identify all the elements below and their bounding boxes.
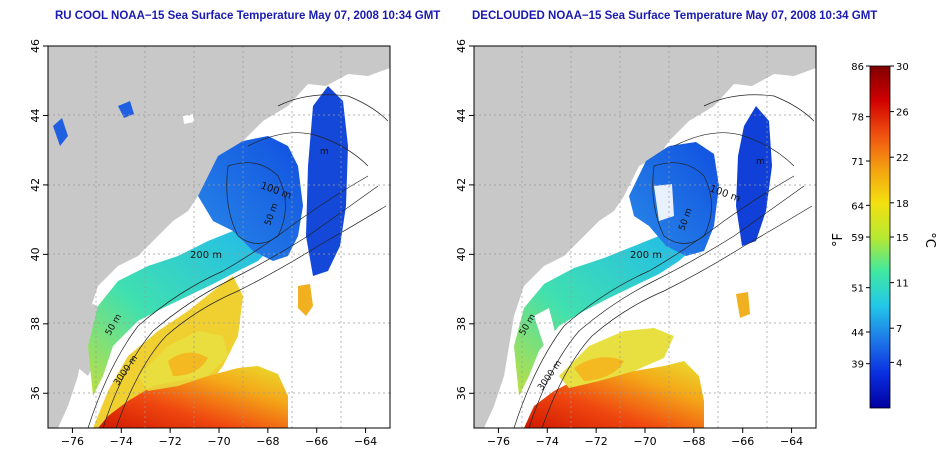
colorbar-celsius-tick-label: 18 bbox=[896, 199, 909, 210]
colorbar-celsius-label: °C bbox=[922, 232, 937, 248]
left-lat-tick-label: 42 bbox=[29, 178, 42, 192]
contour-label-m-right: m bbox=[756, 157, 765, 167]
left-lat-tick-label: 46 bbox=[29, 39, 42, 53]
colorbar-fahrenheit-tick-label: 59 bbox=[851, 233, 864, 244]
colorbar-celsius-tick-label: 4 bbox=[896, 358, 902, 369]
left-lon-tick-label: −76 bbox=[61, 435, 84, 448]
colorbar-celsius-tick-label: 26 bbox=[896, 108, 909, 119]
left-lon-tick-label: −66 bbox=[305, 435, 328, 448]
colorbar-celsius-tick-label: 15 bbox=[896, 233, 909, 244]
colorbar-fahrenheit-tick-label: 71 bbox=[851, 157, 864, 168]
colorbar-celsius-tick-label: 30 bbox=[896, 62, 909, 73]
left-lon-tick-label: −72 bbox=[159, 435, 182, 448]
right-panel-title: DECLOUDED NOAA−15 Sea Surface Temperatur… bbox=[472, 10, 878, 22]
left-lat-tick-label: 36 bbox=[29, 386, 42, 400]
left-sst-map: 200 m 100 m 50 m 50 m 3000 m m bbox=[47, 45, 391, 429]
contour-label-m: m bbox=[320, 147, 329, 157]
colorbar-fahrenheit-label: °F bbox=[831, 233, 846, 247]
left-lat-tick-label: 44 bbox=[29, 108, 42, 122]
left-panel-title: RU COOL NOAA−15 Sea Surface Temperature … bbox=[55, 10, 441, 22]
colorbar-celsius-tick-label: 11 bbox=[896, 279, 909, 290]
colorbar-fahrenheit-tick-label: 78 bbox=[851, 113, 864, 124]
colorbar-fahrenheit-tick-label: 44 bbox=[851, 328, 864, 339]
contour-label-200m: 200 m bbox=[190, 250, 222, 261]
colorbar-celsius-tick-label: 22 bbox=[896, 153, 909, 164]
right-lat-tick-label: 46 bbox=[455, 39, 468, 53]
right-lat-tick-label: 36 bbox=[455, 386, 468, 400]
colorbar bbox=[869, 65, 891, 409]
colorbar-fahrenheit-tick-label: 86 bbox=[851, 62, 864, 73]
left-lon-tick-label: −68 bbox=[256, 435, 279, 448]
right-lat-tick-label: 44 bbox=[455, 108, 468, 122]
right-lon-tick-label: −64 bbox=[780, 435, 803, 448]
right-lat-tick-label: 42 bbox=[455, 178, 468, 192]
right-lon-tick-label: −68 bbox=[682, 435, 705, 448]
right-lon-tick-label: −66 bbox=[731, 435, 754, 448]
right-sst-map: 200 m 100 m 50 m 50 m 3000 m m bbox=[473, 45, 817, 429]
left-lon-tick-label: −70 bbox=[207, 435, 230, 448]
left-lon-tick-label: −64 bbox=[354, 435, 377, 448]
left-lon-tick-label: −74 bbox=[110, 435, 133, 448]
colorbar-fahrenheit-tick-label: 39 bbox=[851, 360, 864, 371]
right-lon-tick-label: −76 bbox=[487, 435, 510, 448]
right-lon-tick-label: −74 bbox=[536, 435, 559, 448]
right-lon-tick-label: −70 bbox=[633, 435, 656, 448]
colorbar-celsius-tick-label: 7 bbox=[896, 324, 902, 335]
right-lat-tick-label: 38 bbox=[455, 317, 468, 331]
colorbar-fahrenheit-tick-label: 51 bbox=[851, 284, 864, 295]
left-lat-tick-label: 40 bbox=[29, 247, 42, 261]
colorbar-fahrenheit-tick-label: 64 bbox=[851, 201, 864, 212]
contour-label-200m-right: 200 m bbox=[630, 250, 662, 261]
right-lon-tick-label: −72 bbox=[585, 435, 608, 448]
right-lat-tick-label: 40 bbox=[455, 247, 468, 261]
left-lat-tick-label: 38 bbox=[29, 317, 42, 331]
